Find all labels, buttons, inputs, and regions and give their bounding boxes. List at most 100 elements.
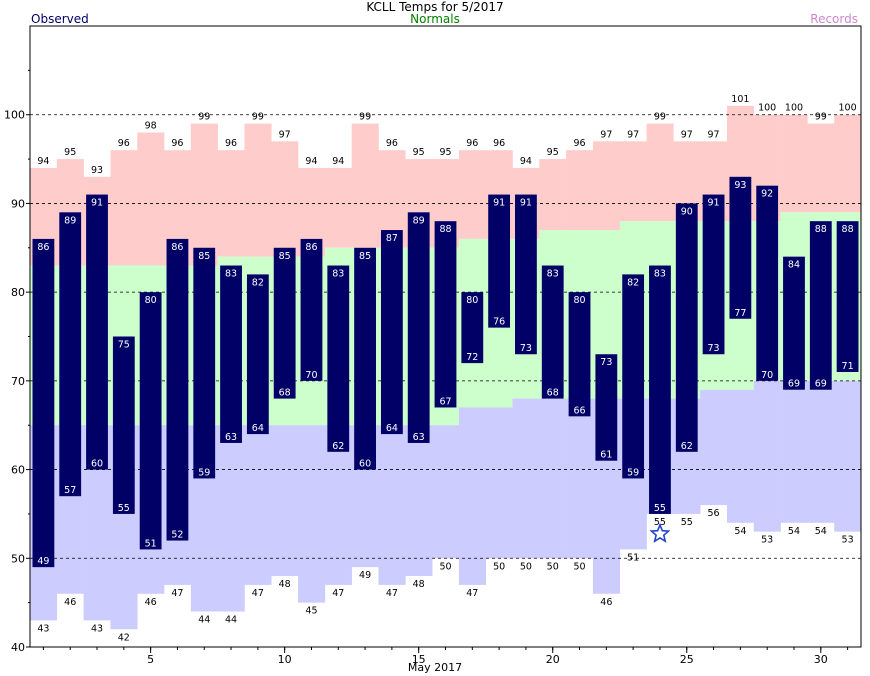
record-high-band [834, 114, 862, 213]
observed-low-label: 71 [842, 361, 854, 372]
record-low-band [298, 425, 326, 603]
record-high-band [110, 150, 138, 266]
record-high-label: 96 [573, 138, 585, 149]
y-tick-label: 70 [11, 375, 25, 388]
observed-bar [354, 247, 376, 470]
record-high-label: 99 [654, 112, 666, 123]
record-low-label: 42 [118, 632, 130, 643]
record-high-label: 94 [37, 156, 49, 167]
record-low-label: 56 [708, 508, 720, 519]
observed-high-label: 83 [332, 269, 344, 280]
record-high-band [324, 167, 352, 248]
record-high-band [271, 141, 299, 257]
record-low-band [485, 407, 513, 559]
observed-high-label: 88 [439, 224, 451, 235]
record-high-band [592, 141, 621, 231]
record-low-label: 44 [198, 615, 210, 626]
record-high-label: 100 [785, 103, 803, 114]
x-tick-label: 20 [546, 653, 560, 666]
observed-bar [32, 238, 55, 568]
record-low-label: 45 [305, 606, 317, 617]
record-high-label: 99 [815, 112, 827, 123]
record-high-band [807, 123, 835, 213]
observed-high-label: 89 [413, 215, 425, 226]
record-low-label: 49 [359, 570, 371, 581]
observed-bar [595, 354, 618, 461]
observed-low-label: 59 [198, 467, 210, 478]
record-low-label: 48 [279, 579, 291, 590]
observed-high-label: 92 [761, 189, 773, 200]
record-high-label: 99 [359, 112, 371, 123]
observed-bar [300, 238, 323, 381]
observed-low-label: 62 [332, 441, 344, 452]
observed-bar [193, 247, 216, 479]
observed-low-label: 55 [654, 503, 666, 514]
record-low-band [405, 425, 433, 577]
observed-bar [702, 194, 725, 355]
record-low-label: 51 [627, 552, 639, 563]
observed-high-label: 82 [252, 277, 264, 288]
record-low-band [512, 398, 540, 559]
y-tick-label: 50 [11, 552, 25, 565]
record-high-label: 94 [305, 156, 317, 167]
observed-high-label: 80 [573, 295, 585, 306]
y-tick-label: 40 [11, 641, 25, 654]
record-high-label: 96 [118, 138, 130, 149]
record-low-band [432, 425, 460, 559]
record-low-label: 46 [64, 597, 76, 608]
observed-bar [488, 194, 511, 328]
observed-low-label: 70 [305, 370, 317, 381]
record-high-band [137, 132, 165, 266]
observed-low-label: 69 [788, 379, 800, 390]
record-low-label: 54 [815, 526, 827, 537]
record-low-label: 43 [37, 623, 49, 634]
observed-low-label: 51 [145, 538, 157, 549]
legend-records: Records [810, 12, 858, 26]
observed-low-label: 59 [627, 467, 639, 478]
x-axis-label: May 2017 [407, 661, 463, 674]
observed-high-label: 91 [91, 198, 103, 209]
record-low-band [700, 389, 728, 506]
observed-bar [407, 212, 430, 443]
record-low-band [780, 380, 808, 523]
observed-high-label: 89 [64, 215, 76, 226]
observed-bar [836, 221, 859, 372]
observed-high-label: 85 [279, 251, 291, 262]
observed-bar [729, 176, 752, 319]
observed-high-label: 84 [788, 260, 800, 271]
observed-low-label: 61 [600, 450, 612, 461]
observed-high-label: 91 [520, 198, 532, 209]
record-high-label: 94 [332, 156, 344, 167]
observed-high-label: 80 [466, 295, 478, 306]
record-high-band [566, 150, 594, 231]
observed-high-label: 90 [681, 206, 693, 217]
record-low-label: 47 [466, 588, 478, 599]
record-low-band [217, 425, 245, 612]
observed-low-label: 73 [520, 343, 532, 354]
record-low-label: 50 [439, 561, 451, 572]
record-high-band [780, 114, 808, 213]
observed-low-label: 66 [573, 405, 585, 416]
record-high-label: 97 [627, 129, 639, 140]
record-low-star-icon [649, 522, 671, 543]
record-high-band [619, 141, 647, 222]
observed-low-label: 70 [761, 370, 773, 381]
observed-high-label: 88 [842, 224, 854, 235]
observed-high-label: 83 [225, 269, 237, 280]
record-low-band [566, 398, 594, 559]
observed-bar [756, 185, 779, 381]
record-low-label: 44 [225, 615, 237, 626]
observed-high-label: 91 [493, 198, 505, 209]
record-low-label: 47 [386, 588, 398, 599]
record-low-band [244, 425, 272, 585]
observed-bar [568, 292, 591, 417]
x-tick-label: 25 [680, 653, 694, 666]
observed-low-label: 76 [493, 317, 505, 328]
record-low-label: 47 [252, 588, 264, 599]
record-low-band [834, 380, 862, 532]
record-low-label: 43 [91, 623, 103, 634]
observed-high-label: 88 [815, 224, 827, 235]
record-high-band [190, 123, 218, 266]
observed-bar [515, 194, 537, 355]
record-low-label: 53 [761, 535, 773, 546]
